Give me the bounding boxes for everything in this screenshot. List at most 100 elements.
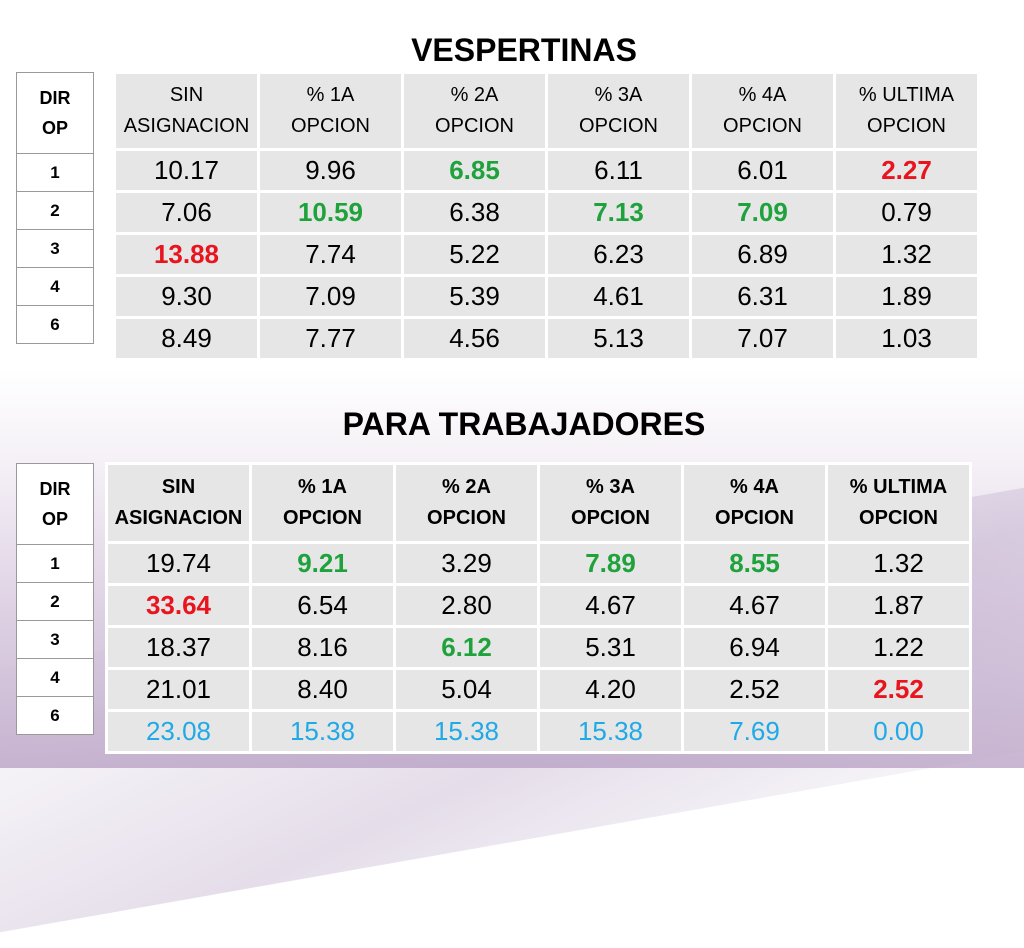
table-cell: 6.94 bbox=[681, 625, 828, 670]
column-header-line: ASIGNACION bbox=[123, 115, 250, 137]
table-cell: 5.04 bbox=[393, 667, 540, 712]
column-header-line: SIN bbox=[169, 84, 204, 106]
dir-op-cell: 2 bbox=[16, 582, 94, 621]
table-cell: 1.89 bbox=[833, 274, 980, 319]
dir-row: 4 bbox=[16, 658, 94, 697]
dir-op-cell: 6 bbox=[16, 305, 94, 344]
column-header-line: % ULTIMA bbox=[858, 84, 955, 106]
table-cell: 15.38 bbox=[537, 709, 684, 754]
table-cell: 7.69 bbox=[681, 709, 828, 754]
dir-op-header-line: DIR bbox=[39, 479, 71, 499]
dir-row: 1 bbox=[16, 153, 94, 192]
table-cell: 7.09 bbox=[257, 274, 404, 319]
table-cell: 10.59 bbox=[257, 190, 404, 235]
column-header-line: ASIGNACION bbox=[114, 507, 243, 529]
column-header-line: OPCION bbox=[579, 115, 658, 137]
table-cell: 5.13 bbox=[545, 316, 692, 361]
column-header: % 2A OPCION bbox=[401, 71, 548, 151]
table-cell: 9.21 bbox=[249, 541, 396, 586]
dir-op-cell: 3 bbox=[16, 620, 94, 659]
column-header-line: % 3A bbox=[594, 84, 643, 106]
table-cell: 6.11 bbox=[545, 148, 692, 193]
table-cell: 9.96 bbox=[257, 148, 404, 193]
dir-row: 2 bbox=[16, 191, 94, 230]
dir-row: 2 bbox=[16, 582, 94, 621]
table-cell: 2.27 bbox=[833, 148, 980, 193]
table-cell: 19.74 bbox=[105, 541, 252, 586]
table-cell: 6.23 bbox=[545, 232, 692, 277]
table-cell: 8.16 bbox=[249, 625, 396, 670]
dir-op-cell: 4 bbox=[16, 658, 94, 697]
table-row: 18.37 8.16 6.12 5.31 6.94 1.22 bbox=[105, 625, 972, 670]
column-header-line: % 1A bbox=[306, 84, 355, 106]
table-row: 13.88 7.74 5.22 6.23 6.89 1.32 bbox=[113, 232, 980, 277]
table-cell: 3.29 bbox=[393, 541, 540, 586]
table-cell: 4.20 bbox=[537, 667, 684, 712]
table-cell: 6.31 bbox=[689, 274, 836, 319]
dir-row: 3 bbox=[16, 620, 94, 659]
table-cell: 7.77 bbox=[257, 316, 404, 361]
column-header-line: OPCION bbox=[571, 507, 650, 529]
column-header: % 3A OPCION bbox=[537, 462, 684, 544]
dir-op-table-para-trabajadores: DIR OP 1 2 3 4 6 bbox=[16, 463, 94, 735]
table-cell: 7.06 bbox=[113, 190, 260, 235]
column-header: % ULTIMA OPCION bbox=[833, 71, 980, 151]
section-title-para-trabajadores: PARA TRABAJADORES bbox=[342, 406, 706, 442]
column-header: SIN ASIGNACION bbox=[113, 71, 260, 151]
table-cell: 6.01 bbox=[689, 148, 836, 193]
data-table-vespertinas: SIN ASIGNACION % 1A OPCION % 2A OPCION % 3A OPC… bbox=[113, 71, 980, 361]
column-header: % 4A OPCION bbox=[681, 462, 828, 544]
column-header-line: OPCION bbox=[427, 507, 506, 529]
table-cell: 33.64 bbox=[105, 583, 252, 628]
table-cell: 6.54 bbox=[249, 583, 396, 628]
dir-op-header: DIR OP bbox=[16, 72, 94, 154]
table-cell: 7.07 bbox=[689, 316, 836, 361]
section-title-vespertinas: VESPERTINAS bbox=[411, 32, 637, 68]
column-header: % 1A OPCION bbox=[257, 71, 404, 151]
table-cell: 2.52 bbox=[825, 667, 972, 712]
table-cell: 4.56 bbox=[401, 316, 548, 361]
table-cell: 1.87 bbox=[825, 583, 972, 628]
table-cell: 6.89 bbox=[689, 232, 836, 277]
column-header-line: % ULTIMA bbox=[849, 476, 948, 498]
dir-op-cell: 1 bbox=[16, 153, 94, 192]
table-row: 23.08 15.38 15.38 15.38 7.69 0.00 bbox=[105, 709, 972, 754]
table-row: 33.64 6.54 2.80 4.67 4.67 1.87 bbox=[105, 583, 972, 628]
table-cell: 1.03 bbox=[833, 316, 980, 361]
dir-op-cell: 2 bbox=[16, 191, 94, 230]
table-cell: 18.37 bbox=[105, 625, 252, 670]
table-cell: 23.08 bbox=[105, 709, 252, 754]
dir-header-row: DIR OP bbox=[16, 463, 94, 545]
table-cell: 1.22 bbox=[825, 625, 972, 670]
column-header: SIN ASIGNACION bbox=[105, 462, 252, 544]
header-row: SIN ASIGNACION % 1A OPCION % 2A OPCION % 3A OPC… bbox=[113, 71, 980, 151]
table-cell: 6.12 bbox=[393, 625, 540, 670]
dir-op-header-line: OP bbox=[41, 118, 68, 138]
header-row: SIN ASIGNACION % 1A OPCION % 2A OPCION % 3A OPC… bbox=[105, 462, 972, 544]
column-header-line: % 2A bbox=[450, 84, 499, 106]
column-header-line: OPCION bbox=[283, 507, 362, 529]
table-row: 8.49 7.77 4.56 5.13 7.07 1.03 bbox=[113, 316, 980, 361]
column-header: % 3A OPCION bbox=[545, 71, 692, 151]
column-header-line: OPCION bbox=[859, 507, 938, 529]
column-header-line: SIN bbox=[161, 476, 196, 498]
table-cell: 2.52 bbox=[681, 667, 828, 712]
dir-op-cell: 1 bbox=[16, 544, 94, 583]
dir-op-table-vespertinas: DIR OP 1 2 3 4 6 bbox=[16, 72, 94, 344]
column-header-line: OPCION bbox=[867, 115, 946, 137]
dir-row: 6 bbox=[16, 696, 94, 735]
table-cell: 4.67 bbox=[681, 583, 828, 628]
table-row: 9.30 7.09 5.39 4.61 6.31 1.89 bbox=[113, 274, 980, 319]
table-cell: 8.49 bbox=[113, 316, 260, 361]
table-cell: 2.80 bbox=[393, 583, 540, 628]
data-table-para-trabajadores: SIN ASIGNACION % 1A OPCION % 2A OPCION % 3A OPC… bbox=[105, 462, 972, 754]
dir-op-header: DIR OP bbox=[16, 463, 94, 545]
table-row: 21.01 8.40 5.04 4.20 2.52 2.52 bbox=[105, 667, 972, 712]
table-cell: 15.38 bbox=[393, 709, 540, 754]
table-cell: 7.13 bbox=[545, 190, 692, 235]
table-cell: 10.17 bbox=[113, 148, 260, 193]
column-header-line: OPCION bbox=[723, 115, 802, 137]
dir-op-header-line: DIR bbox=[39, 88, 71, 108]
column-header-line: % 1A bbox=[298, 476, 347, 498]
dir-row: 3 bbox=[16, 229, 94, 268]
